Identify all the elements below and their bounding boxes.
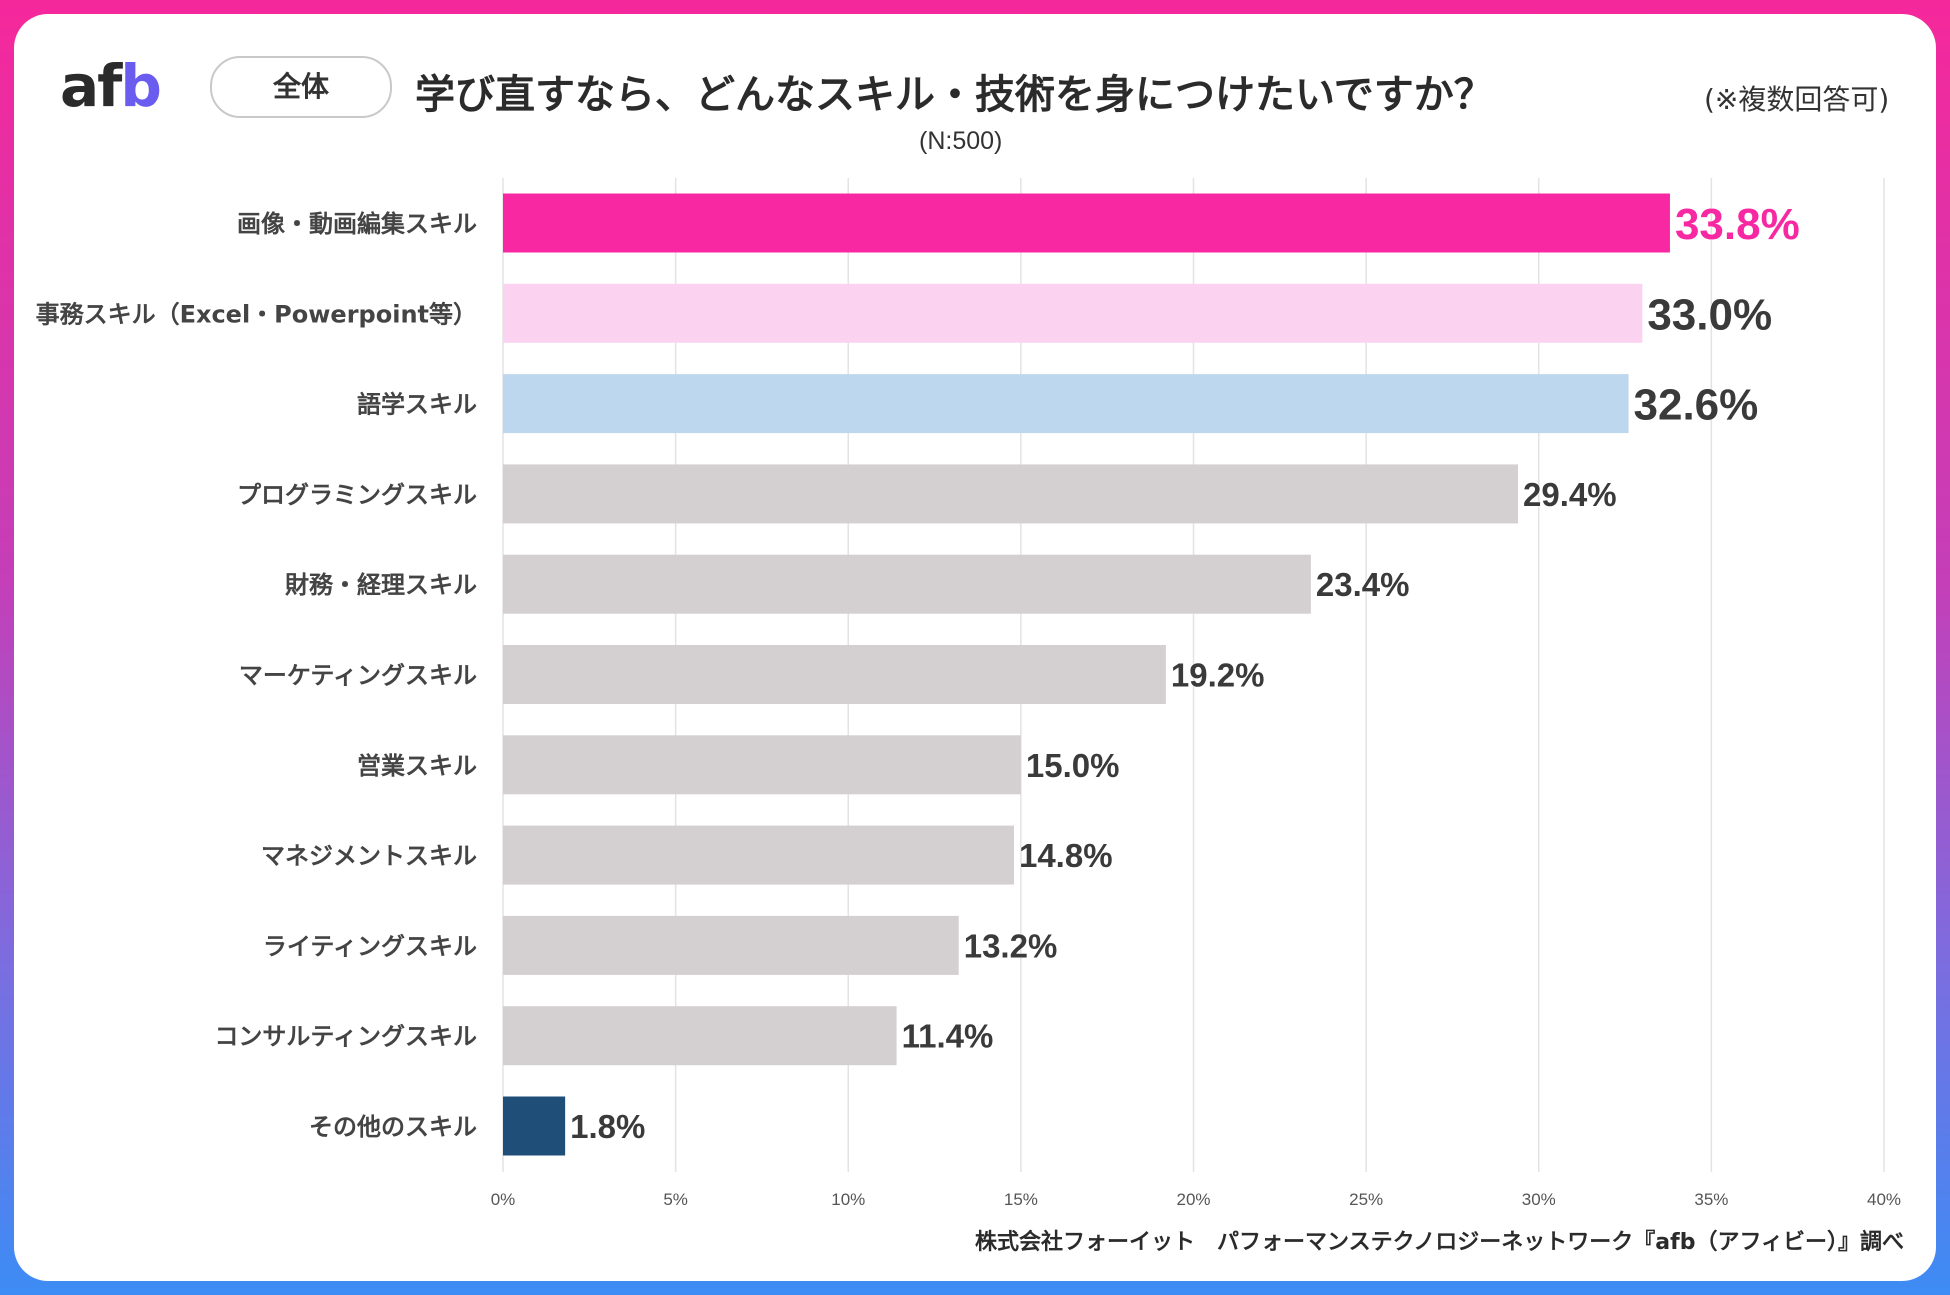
segment-badge: 全体	[210, 56, 392, 118]
category-label: マーケティングスキル	[239, 662, 477, 690]
chart-title: 学び直すなら、どんなスキル・技術を身につけたいですか？	[415, 72, 1494, 118]
bar	[503, 1096, 566, 1156]
bar	[503, 374, 1629, 434]
x-tick-label: 40%	[1867, 1190, 1901, 1209]
logo-text-af: af	[60, 52, 122, 120]
data-label: 13.2%	[964, 927, 1058, 964]
logo-text-b: b	[120, 52, 162, 120]
data-label: 23.4%	[1316, 566, 1410, 603]
data-label: 33.8%	[1675, 200, 1800, 249]
bar	[503, 464, 1519, 524]
data-label: 32.6%	[1634, 381, 1759, 430]
x-tick-label: 15%	[1004, 1190, 1038, 1209]
sample-size: (N:500)	[919, 127, 1003, 155]
category-label: コンサルティングスキル	[214, 1023, 477, 1051]
category-label: プログラミングスキル	[237, 481, 477, 509]
category-label: 営業スキル	[357, 752, 477, 780]
x-tick-label: 30%	[1522, 1190, 1556, 1209]
category-label: その他のスキル	[309, 1113, 477, 1141]
data-label: 14.8%	[1019, 837, 1113, 874]
x-tick-label: 20%	[1176, 1190, 1210, 1209]
x-tick-label: 10%	[831, 1190, 865, 1209]
bar	[503, 915, 959, 975]
x-tick-label: 35%	[1694, 1190, 1728, 1209]
data-label: 33.0%	[1647, 290, 1772, 339]
multiple-answer-note: (※複数回答可)	[1704, 83, 1890, 116]
category-label: 事務スキル（Excel・Powerpoint等）	[36, 300, 477, 328]
data-label: 1.8%	[570, 1108, 645, 1145]
category-label: ライティングスキル	[263, 932, 477, 960]
category-label: 財務・経理スキル	[285, 571, 477, 599]
bar	[503, 825, 1014, 885]
bar	[503, 283, 1643, 343]
source-credit: 株式会社フォーイット パフォーマンステクノロジーネットワーク『afb（アフィビー…	[975, 1230, 1904, 1255]
bar	[503, 645, 1166, 704]
bar	[503, 193, 1670, 253]
data-label: 19.2%	[1171, 657, 1265, 694]
x-tick-label: 0%	[491, 1190, 516, 1209]
data-label: 11.4%	[902, 1018, 994, 1055]
category-label: 画像・動画編集スキル	[237, 210, 477, 238]
x-tick-label: 5%	[663, 1190, 688, 1209]
x-tick-label: 25%	[1349, 1190, 1383, 1209]
afb-logo: afb	[60, 52, 162, 120]
bar	[503, 735, 1021, 795]
category-label: 語学スキル	[357, 391, 477, 419]
bar	[503, 554, 1311, 614]
bar	[503, 1006, 897, 1066]
data-label: 29.4%	[1523, 476, 1617, 513]
category-label: マネジメントスキル	[261, 842, 477, 870]
data-label: 15.0%	[1026, 747, 1120, 784]
